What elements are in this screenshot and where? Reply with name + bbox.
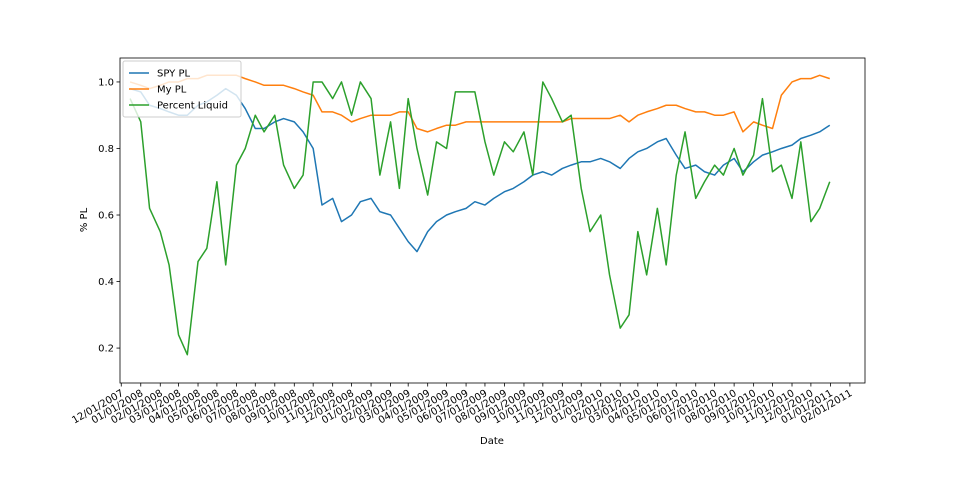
y-tick-label: 0.4 bbox=[98, 277, 114, 288]
series-line bbox=[129, 87, 831, 253]
legend-label: Percent Liquid bbox=[157, 101, 228, 112]
legend-box bbox=[122, 60, 242, 118]
legend-label: My PL bbox=[157, 85, 187, 96]
plot-frame bbox=[119, 57, 866, 384]
y-tick-label: 0.6 bbox=[98, 211, 114, 222]
y-tick-label: 0.8 bbox=[98, 144, 114, 155]
y-tick-label: 0.2 bbox=[98, 344, 114, 355]
y-axis-label: % PL bbox=[79, 207, 90, 232]
series-line bbox=[129, 74, 830, 133]
y-tick-label: 1.0 bbox=[98, 77, 114, 88]
x-axis-label: Date bbox=[480, 436, 504, 447]
series-line bbox=[129, 81, 831, 356]
legend-label: SPY PL bbox=[157, 69, 190, 80]
